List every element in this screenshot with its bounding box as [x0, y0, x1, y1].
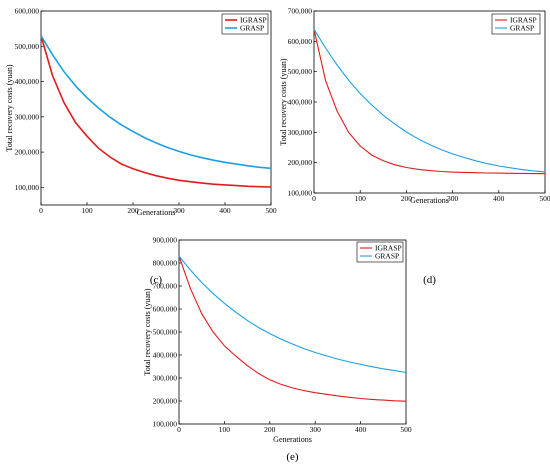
- y-axis-label: Total recovery costs (yuan): [143, 288, 152, 376]
- legend-box: [491, 13, 541, 35]
- y-tick-label: 600,000: [288, 37, 313, 46]
- y-tick-label: 600,000: [153, 305, 178, 314]
- series-line-grasp: [40, 35, 272, 170]
- x-tick-label: 300: [310, 425, 322, 434]
- legend-entry: GRASP: [375, 252, 399, 261]
- x-tick-label: 300: [173, 206, 185, 215]
- y-tick-label: 700,000: [288, 7, 313, 16]
- y-tick-label: 300,000: [153, 374, 178, 383]
- y-tick-label: 100,000: [153, 420, 178, 429]
- y-tick-label: 200,000: [288, 158, 313, 167]
- y-tick-label: 600,000: [15, 7, 40, 16]
- y-tick-label: 900,000: [153, 236, 178, 245]
- x-tick-label: 200: [127, 206, 139, 215]
- x-tick-label: 100: [355, 194, 367, 203]
- legend-entry: IGRASP: [510, 16, 537, 25]
- y-axis-label: Total recovery costs (yuan): [279, 58, 288, 146]
- x-tick-label: 0: [177, 425, 181, 434]
- x-axis-label: Generations: [410, 196, 449, 205]
- panel-label: (e): [286, 451, 299, 463]
- legend-box: [221, 13, 269, 35]
- panel-label: (d): [423, 274, 436, 286]
- x-tick-label: 400: [355, 425, 367, 434]
- x-tick-label: 200: [401, 194, 413, 203]
- panel-label: (c): [150, 274, 163, 286]
- y-tick-label: 400,000: [288, 98, 313, 107]
- x-tick-label: 200: [264, 425, 276, 434]
- legend-entry: IGRASP: [240, 16, 267, 25]
- x-tick-label: 300: [447, 194, 459, 203]
- x-tick-label: 100: [219, 425, 231, 434]
- plot-frame: [40, 10, 272, 206]
- legend-entry: IGRASP: [375, 244, 402, 253]
- x-axis-label: Generations: [137, 208, 176, 217]
- y-tick-label: 300,000: [288, 128, 313, 137]
- y-tick-label: 500,000: [15, 42, 40, 51]
- x-tick-label: 100: [81, 206, 93, 215]
- y-tick-label: 300,000: [15, 112, 40, 121]
- chart-panel-0: 0 100 200 300 400 500 100,000 200,000 300,000 400…: [5, 7, 277, 287]
- y-tick-label: 800,000: [153, 259, 178, 268]
- series-line-grasp: [313, 28, 546, 173]
- x-tick-label: 400: [493, 194, 505, 203]
- series-line-igrasp: [178, 255, 407, 402]
- legend-box: [356, 241, 404, 263]
- chart-panel-1: 0 100 200 300 400 500 100,000 200,000 300,000 400…: [279, 7, 550, 287]
- chart-panel-2: 0 100 200 300 400 500 100,000 200,000 300,000 400…: [143, 236, 412, 464]
- plot-frame: [313, 10, 546, 194]
- x-tick-label: 0: [312, 194, 316, 203]
- x-tick-label: 500: [265, 206, 277, 215]
- series-line-igrasp: [313, 29, 545, 175]
- x-axis-label: Generations: [273, 435, 312, 444]
- x-tick-label: 500: [539, 194, 550, 203]
- y-tick-label: 100,000: [15, 183, 40, 192]
- legend-entry: GRASP: [240, 24, 264, 33]
- y-tick-label: 200,000: [15, 148, 40, 157]
- y-axis-label: Total recovery costs (yuan): [5, 64, 14, 152]
- y-tick-label: 100,000: [288, 189, 313, 198]
- series-line-grasp: [178, 255, 407, 374]
- y-tick-label: 500,000: [288, 67, 313, 76]
- x-tick-label: 0: [39, 206, 43, 215]
- y-tick-label: 400,000: [153, 351, 178, 360]
- series-line-igrasp: [40, 35, 272, 188]
- y-tick-label: 700,000: [153, 282, 178, 291]
- y-tick-label: 200,000: [153, 397, 178, 406]
- y-tick-label: 400,000: [15, 77, 40, 86]
- y-tick-label: 500,000: [153, 328, 178, 337]
- x-tick-label: 500: [400, 425, 412, 434]
- x-tick-label: 400: [219, 206, 231, 215]
- legend-entry: GRASP: [510, 24, 534, 33]
